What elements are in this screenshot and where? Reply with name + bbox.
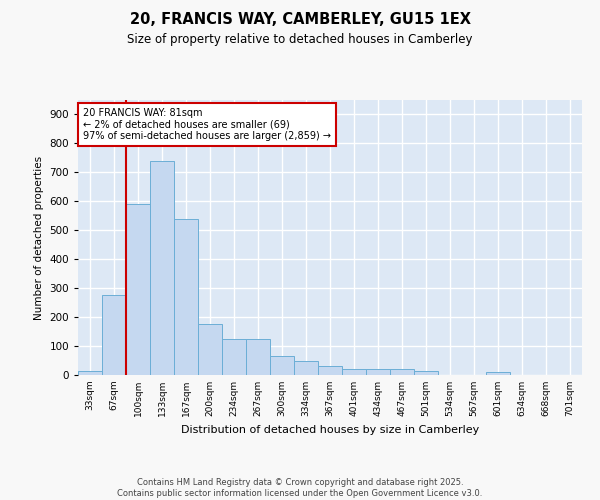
Text: Size of property relative to detached houses in Camberley: Size of property relative to detached ho…	[127, 32, 473, 46]
Bar	[174, 218, 198, 375]
Bar	[78, 370, 102, 375]
Bar	[486, 372, 510, 375]
Bar	[294, 360, 318, 375]
Bar	[246, 339, 270, 375]
Bar	[414, 370, 438, 375]
Text: 20, FRANCIS WAY, CAMBERLEY, GU15 1EX: 20, FRANCIS WAY, CAMBERLEY, GU15 1EX	[130, 12, 470, 28]
Bar	[366, 369, 390, 375]
Bar	[270, 356, 294, 375]
Bar	[198, 324, 222, 375]
Text: 20 FRANCIS WAY: 81sqm
← 2% of detached houses are smaller (69)
97% of semi-detac: 20 FRANCIS WAY: 81sqm ← 2% of detached h…	[83, 108, 331, 142]
Bar	[318, 366, 342, 375]
Bar	[342, 369, 366, 375]
X-axis label: Distribution of detached houses by size in Camberley: Distribution of detached houses by size …	[181, 424, 479, 434]
Y-axis label: Number of detached properties: Number of detached properties	[34, 156, 44, 320]
Bar	[150, 161, 174, 375]
Bar	[102, 296, 126, 375]
Bar	[390, 369, 414, 375]
Bar	[126, 204, 150, 375]
Bar	[222, 339, 246, 375]
Text: Contains HM Land Registry data © Crown copyright and database right 2025.
Contai: Contains HM Land Registry data © Crown c…	[118, 478, 482, 498]
